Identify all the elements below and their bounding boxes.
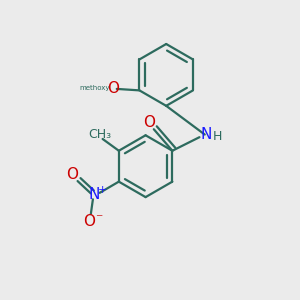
Text: O: O (143, 115, 155, 130)
Text: CH₃: CH₃ (88, 128, 111, 141)
Text: ⁻: ⁻ (95, 212, 103, 226)
Text: N: N (88, 188, 100, 202)
Text: O: O (83, 214, 95, 230)
Text: methoxy: methoxy (79, 85, 110, 91)
Text: +: + (97, 185, 107, 195)
Text: O: O (66, 167, 78, 182)
Text: N: N (200, 127, 212, 142)
Text: O: O (107, 81, 119, 96)
Text: H: H (212, 130, 222, 142)
